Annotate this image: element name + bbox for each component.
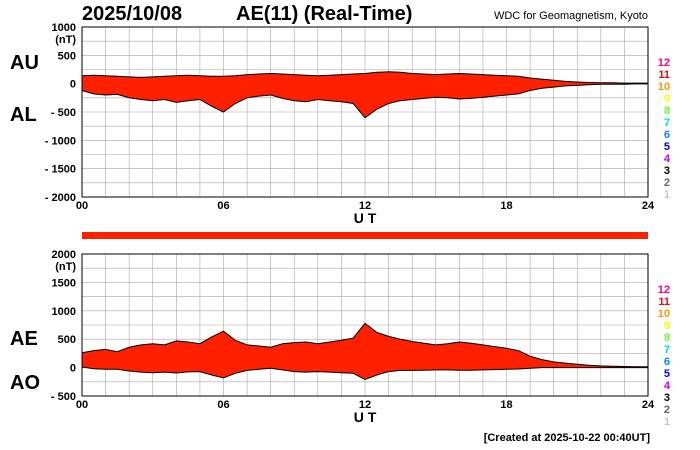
y-tick-label: - 500 xyxy=(51,391,76,403)
chart-title: AE(11) (Real-Time) xyxy=(236,3,413,25)
legend-entry: 6 xyxy=(664,129,670,141)
y-tick-label: 500 xyxy=(58,334,76,346)
au-label: AU xyxy=(10,52,39,74)
series-fill-AE-AO xyxy=(82,323,648,380)
created-timestamp: [Created at 2025-10-22 00:40UT] xyxy=(483,432,650,444)
series-line-AU xyxy=(81,71,648,84)
plot-frame xyxy=(81,253,649,397)
legend-entry: 7 xyxy=(664,344,670,356)
legend-entry: 10 xyxy=(658,308,670,320)
y-tick-label: 1500 xyxy=(52,277,76,289)
legend-entry: 12 xyxy=(658,57,670,69)
x-tick-label: 12 xyxy=(359,399,371,411)
unit-label: (nT) xyxy=(55,34,76,46)
y-tick-label: 500 xyxy=(58,50,76,62)
x-tick-label: 06 xyxy=(217,200,229,212)
x-tick-label: 06 xyxy=(217,399,229,411)
legend-entry: 9 xyxy=(664,93,670,105)
unit-label: (nT) xyxy=(55,261,76,273)
ae-label: AE xyxy=(10,328,38,350)
y-tick-label: 0 xyxy=(70,79,76,91)
y-tick-label: - 500 xyxy=(51,107,76,119)
legend-entry: 2 xyxy=(664,404,670,416)
plot-frame xyxy=(81,26,649,198)
y-tick-label: - 1500 xyxy=(45,164,76,176)
legend-entry: 11 xyxy=(658,296,670,308)
x-axis-label: U T xyxy=(354,409,377,425)
legend-entry: 2 xyxy=(664,177,670,189)
series-line-AO xyxy=(81,366,648,381)
legend-entry: 8 xyxy=(664,332,670,344)
x-tick-label: 18 xyxy=(500,200,512,212)
legend-entry: 3 xyxy=(664,165,670,177)
x-tick-label: 00 xyxy=(76,200,88,212)
data-source: WDC for Geomagnetism, Kyoto xyxy=(493,10,648,22)
x-tick-label: 24 xyxy=(642,399,655,411)
separator-bar xyxy=(82,232,648,239)
y-tick-label: 0 xyxy=(70,363,76,375)
legend-entry: 12 xyxy=(658,284,670,296)
ao-label: AO xyxy=(10,372,40,394)
series-fill-AU-AL xyxy=(82,71,648,118)
series-line-AL xyxy=(81,83,648,119)
y-tick-label: 2000 xyxy=(52,249,76,261)
legend-entry: 5 xyxy=(664,141,670,153)
al-label: AL xyxy=(10,104,37,126)
legend-entry: 1 xyxy=(664,416,670,428)
x-axis-label: U T xyxy=(354,210,377,226)
legend-entry: 4 xyxy=(664,380,671,392)
series-line-AE xyxy=(81,322,648,368)
legend-entry: 4 xyxy=(664,153,671,165)
legend-entry: 11 xyxy=(658,69,670,81)
legend-entry: 1 xyxy=(664,189,670,201)
legend-entry: 10 xyxy=(658,81,670,93)
legend-entry: 8 xyxy=(664,105,670,117)
y-tick-label: 1000 xyxy=(52,22,76,34)
y-tick-label: 1000 xyxy=(52,306,76,318)
legend-entry: 7 xyxy=(664,117,670,129)
legend-entry: 9 xyxy=(664,320,670,332)
legend-entry: 6 xyxy=(664,356,670,368)
legend-entry: 5 xyxy=(664,368,670,380)
x-tick-label: 12 xyxy=(359,200,371,212)
y-tick-label: - 2000 xyxy=(45,192,76,204)
y-tick-label: - 1000 xyxy=(45,135,76,147)
x-tick-label: 18 xyxy=(500,399,512,411)
x-tick-label: 24 xyxy=(642,200,655,212)
x-tick-label: 00 xyxy=(76,399,88,411)
panel-top: 1000 500 0 - 500 - 1000 - 1500 - 2000 (nT) 00 06 1… xyxy=(45,22,671,226)
legend-entry: 3 xyxy=(664,392,670,404)
chart-date: 2025/10/08 xyxy=(82,3,183,25)
